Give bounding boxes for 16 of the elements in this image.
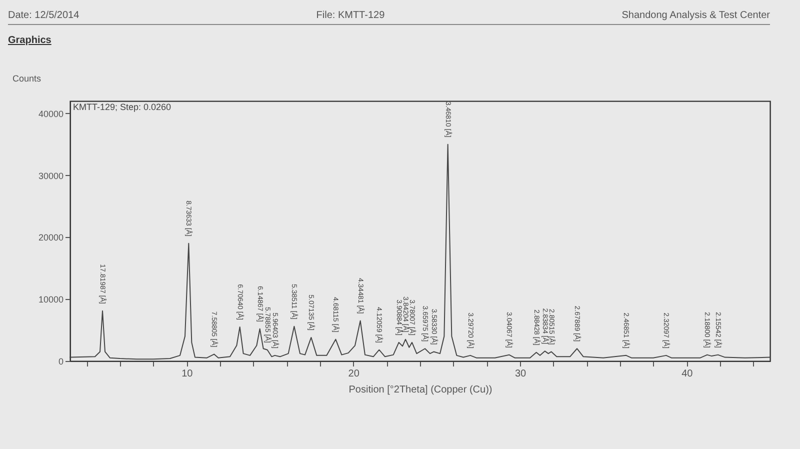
x-tick-label: 30 — [514, 368, 526, 380]
x-tick-label: 20 — [348, 368, 360, 380]
text: Date: 12/5/2014 — [8, 10, 80, 21]
x-tick-label: 10 — [182, 368, 194, 380]
y-axis-title: Counts — [12, 74, 42, 84]
chart-title: Graphics — [8, 35, 52, 46]
y-tick-label: 10000 — [38, 294, 64, 305]
y-tick-label: 20000 — [38, 232, 64, 243]
annotation: KMTT-129; Step: 0.0260 — [73, 102, 172, 112]
y-tick-label: 30000 — [38, 170, 64, 181]
y-tick-label: 40000 — [38, 108, 64, 119]
x-axis-title: Position [°2Theta] (Copper (Cu)) — [348, 384, 492, 396]
x-tick-label: 40 — [682, 368, 694, 380]
text: File: KMTT-129 — [316, 10, 385, 21]
text: Shandong Analysis & Test Center — [622, 10, 770, 21]
y-tick-label: 0 — [58, 356, 64, 366]
